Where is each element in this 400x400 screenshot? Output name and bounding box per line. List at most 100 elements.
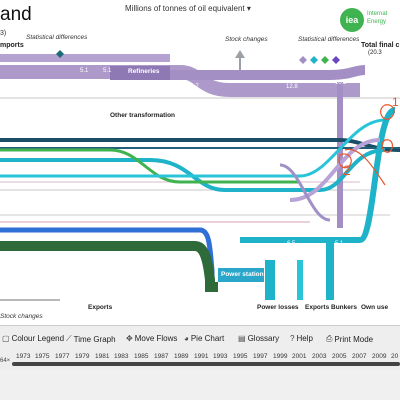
year-1991[interactable]: 1991 bbox=[194, 353, 209, 360]
units-label: Millions of tonnes of oil equivalent bbox=[125, 4, 245, 13]
stat-diff-diamond-2 bbox=[310, 56, 318, 64]
flow-green-mid bbox=[0, 148, 300, 184]
power-station-label[interactable]: Power station bbox=[221, 271, 264, 278]
flow-value-2: 5.1 bbox=[103, 68, 112, 74]
iea-logo-line2: Energy bbox=[367, 19, 387, 25]
year-1997[interactable]: 1997 bbox=[253, 353, 268, 360]
power-losses-label: Power losses bbox=[257, 304, 299, 311]
stat-diff-right-label: Statistical differences bbox=[298, 36, 360, 43]
flow-value-7: 5.1 bbox=[335, 241, 344, 247]
flow-teal-main bbox=[0, 148, 386, 192]
pie-chart-button[interactable]: ◕ Pie Chart bbox=[184, 334, 224, 343]
year-20[interactable]: 20 bbox=[391, 353, 399, 360]
help-button[interactable]: ? Help bbox=[290, 334, 313, 343]
iea-logo: iea Internat Energy bbox=[340, 8, 400, 38]
year-1989[interactable]: 1989 bbox=[174, 353, 189, 360]
stock-changes-bottom-label: Stock changes bbox=[0, 313, 43, 320]
year-1993[interactable]: 1993 bbox=[213, 353, 228, 360]
bunkers-label: Bunkers bbox=[331, 304, 358, 311]
flow-blue bbox=[0, 227, 215, 292]
pie-chart-label: Pie Chart bbox=[190, 334, 225, 343]
power-station-base bbox=[208, 282, 218, 292]
graph-icon: ⟋ bbox=[66, 334, 72, 343]
book-icon: ▤ bbox=[238, 334, 246, 343]
stat-diff-diamond-left bbox=[56, 50, 64, 58]
glossary-label: Glossary bbox=[247, 334, 280, 343]
year-1979[interactable]: 1979 bbox=[75, 353, 90, 360]
annotation-circle-2 bbox=[338, 153, 352, 169]
page-subtitle: 3) bbox=[0, 30, 7, 37]
year-1981[interactable]: 1981 bbox=[95, 353, 110, 360]
flow-value-3: 12.7 bbox=[187, 84, 199, 90]
pie-icon: ◕ bbox=[184, 334, 189, 343]
year-2001[interactable]: 2001 bbox=[292, 353, 307, 360]
year-1987[interactable]: 1987 bbox=[154, 353, 169, 360]
toolbar: ▢ Colour Legend ⟋ Time Graph ✥ Move Flow… bbox=[0, 325, 400, 354]
stat-diff-left-label: Statistical differences bbox=[26, 34, 88, 41]
total-final-label: Total final c bbox=[361, 42, 400, 49]
annotation-number-2: 2 bbox=[343, 162, 351, 178]
year-1973[interactable]: 1973 bbox=[16, 353, 31, 360]
year-2005[interactable]: 2005 bbox=[332, 353, 347, 360]
year-2009[interactable]: 2009 bbox=[372, 353, 387, 360]
year-1985[interactable]: 1985 bbox=[134, 353, 149, 360]
year-1999[interactable]: 1999 bbox=[273, 353, 288, 360]
total-final-value: (20.3 bbox=[368, 50, 382, 56]
power-station-node bbox=[218, 268, 264, 282]
move-icon: ✥ bbox=[126, 334, 133, 343]
year-1975[interactable]: 1975 bbox=[35, 353, 50, 360]
year-2003[interactable]: 2003 bbox=[312, 353, 327, 360]
year-1977[interactable]: 1977 bbox=[55, 353, 70, 360]
flow-value-4: 12.8 bbox=[286, 84, 298, 90]
help-label: Help bbox=[296, 334, 313, 343]
zoom-label: 64× bbox=[0, 358, 11, 364]
iea-logo-mark: iea bbox=[340, 8, 364, 32]
refineries-node bbox=[110, 66, 170, 80]
annotation-curve bbox=[344, 148, 386, 186]
imports-label: mports bbox=[0, 42, 24, 49]
bottom-area bbox=[0, 370, 400, 400]
flow-purple-right2 bbox=[279, 163, 331, 222]
colour-legend-button[interactable]: ▢ Colour Legend bbox=[2, 334, 64, 343]
print-icon: ⎙ bbox=[326, 334, 333, 343]
refineries-label[interactable]: Refineries bbox=[128, 68, 160, 75]
flow-value-1: 5.1 bbox=[80, 68, 89, 74]
flow-value-6: 6.5 bbox=[287, 241, 296, 247]
annotation-circle-3 bbox=[381, 139, 394, 153]
flow-value-5: 10.2 bbox=[335, 80, 347, 86]
time-graph-label: Time Graph bbox=[73, 334, 116, 344]
stock-changes-top-label: Stock changes bbox=[225, 36, 268, 43]
flow-purple-right bbox=[289, 138, 381, 202]
stat-diff-diamond-1 bbox=[299, 56, 307, 64]
year-1983[interactable]: 1983 bbox=[114, 353, 129, 360]
legend-icon: ▢ bbox=[2, 334, 10, 343]
year-2007[interactable]: 2007 bbox=[352, 353, 367, 360]
sankey-diagram[interactable] bbox=[0, 0, 400, 325]
stock-changes-triangle bbox=[235, 50, 245, 58]
print-mode-button[interactable]: ⎙ Print Mode bbox=[326, 334, 373, 344]
own-use-label: Own use bbox=[361, 304, 389, 311]
flow-cyan-1 bbox=[0, 118, 386, 178]
colour-legend-label: Colour Legend bbox=[11, 334, 65, 343]
move-flows-label: Move Flows bbox=[134, 334, 178, 343]
units-dropdown[interactable]: Millions of tonnes of oil equivalent ▾ bbox=[125, 4, 251, 13]
chevron-down-icon: ▾ bbox=[246, 4, 251, 13]
exports-left-label: Exports bbox=[88, 304, 113, 311]
other-transformation-label[interactable]: Other transformation bbox=[110, 112, 176, 119]
stat-diff-diamond-4 bbox=[332, 56, 340, 64]
flow-cyan-2 bbox=[240, 107, 397, 243]
timeline-slider-track[interactable] bbox=[12, 362, 400, 366]
year-1995[interactable]: 1995 bbox=[233, 353, 248, 360]
time-graph-button[interactable]: ⟋ Time Graph bbox=[66, 334, 116, 344]
flow-refinery-out bbox=[170, 65, 366, 80]
move-flows-button[interactable]: ✥ Move Flows bbox=[126, 334, 177, 343]
flow-green-dark bbox=[0, 241, 215, 292]
page-title: and bbox=[0, 4, 32, 25]
print-mode-label: Print Mode bbox=[334, 334, 374, 344]
iea-logo-line1: Internat bbox=[367, 11, 388, 17]
annotation-number-1: 1 bbox=[392, 95, 399, 109]
glossary-button[interactable]: ▤ Glossary bbox=[238, 334, 279, 343]
stat-diff-diamond-3 bbox=[321, 56, 329, 64]
exports-right-label: Exports bbox=[305, 304, 330, 311]
annotation-circle-1 bbox=[380, 104, 395, 120]
